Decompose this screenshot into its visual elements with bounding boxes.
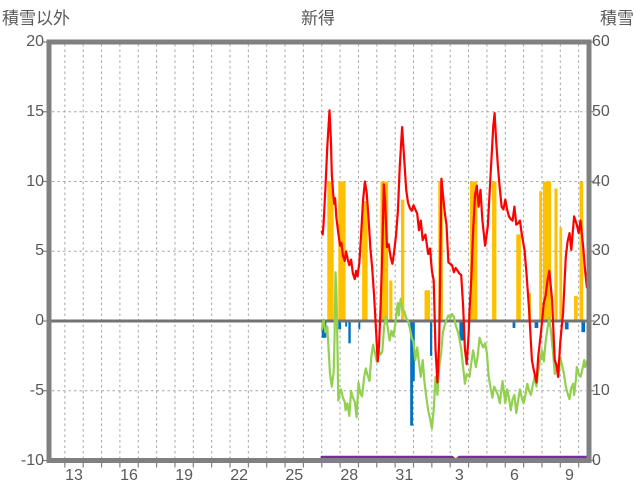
right-axis-tick-label: 10 [592, 381, 610, 399]
x-axis-tick-label: 3 [454, 467, 464, 484]
right-axis-tick-label: 40 [592, 172, 610, 190]
blue-bars-bar [430, 321, 433, 356]
x-axis-tick-label: 6 [509, 467, 519, 484]
right-axis-tick-label: 50 [592, 102, 610, 120]
orange-bars-bar [389, 280, 393, 321]
orange-bars-bar [470, 181, 478, 321]
blue-bars-bar [512, 321, 516, 328]
orange-bars-bar [401, 199, 405, 321]
series-group [51, 109, 587, 462]
left-axis-tick-label: 5 [35, 242, 44, 260]
x-axis-tick-label: 31 [395, 467, 414, 484]
gridlines [52, 44, 586, 459]
orange-bars-bar [362, 201, 368, 321]
left-axis-tick-label: -5 [29, 381, 44, 399]
orange-bars-bar [559, 227, 563, 321]
red-line [320, 109, 587, 384]
left-axis-tick-label: 15 [26, 102, 44, 120]
orange-bars-bar [574, 295, 578, 321]
blue-bars-bar [459, 321, 464, 341]
orange-bars-bar [579, 181, 584, 321]
blue-bars-bar [358, 321, 361, 330]
x-axis-tick-label: 9 [565, 467, 574, 484]
orange-bars-bar [380, 181, 389, 321]
right-axis-tick-label: 20 [592, 312, 610, 329]
blue-bars-bar [338, 321, 342, 330]
left-axis-tick-label: 0 [35, 312, 44, 329]
orange-bars-bar [492, 181, 497, 321]
left-axis-tick-label: 20 [26, 33, 44, 50]
orange-bars-bar [516, 234, 521, 321]
blue-bars-bar [564, 321, 569, 330]
plot-frame [46, 39, 592, 463]
blue-bars-bar [534, 321, 539, 328]
left-axis-tick-label: -10 [20, 451, 44, 469]
x-axis-tick-label: 13 [65, 467, 83, 484]
green-line [320, 271, 587, 430]
x-axis-tick-label: 28 [340, 467, 359, 484]
x-axis-tick-label: 22 [230, 467, 249, 484]
x-axis-tick-label: 16 [120, 467, 138, 484]
right-axis-tick-label: 30 [592, 242, 610, 260]
orange-bars-bar [424, 290, 431, 321]
left-axis-tick-label: 10 [26, 172, 44, 190]
chart-title: 新得 [301, 9, 335, 28]
right-axis-tick-label: 60 [592, 33, 610, 50]
orange-bars-bar [554, 188, 558, 321]
x-axis-tick-label: 25 [285, 467, 304, 484]
orange-bars-bar [327, 181, 334, 321]
blue-bars-bar [410, 321, 413, 426]
right-axis-title: 積雪 [600, 9, 634, 28]
orange-bars-bar [542, 181, 552, 321]
blue-bars-bar [345, 321, 348, 327]
blue-bars-bar [348, 321, 351, 344]
right-axis-tick-label: 0 [592, 451, 601, 469]
blue-bars-bar [581, 321, 586, 333]
left-axis-title: 積雪以外 [2, 9, 70, 28]
tick-marks [42, 41, 595, 468]
x-axis-tick-label: 19 [175, 467, 193, 484]
orange-bars-bar [539, 191, 542, 321]
